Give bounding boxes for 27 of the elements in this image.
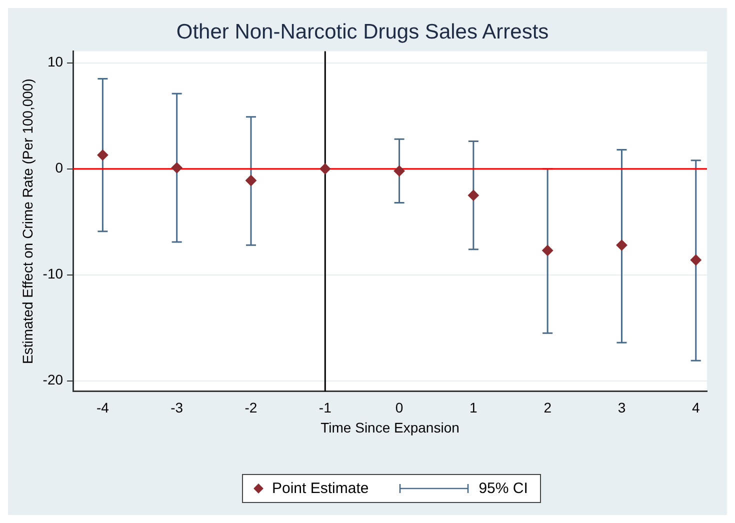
x-tick-label: 1 (470, 400, 478, 416)
y-tick-label: -20 (42, 372, 64, 388)
point (616, 240, 628, 251)
point (394, 165, 405, 176)
point (171, 162, 182, 174)
point (468, 190, 479, 201)
x-tick-label: 3 (618, 400, 626, 416)
x-tick-label: -2 (244, 400, 258, 416)
y-tick-label: 10 (47, 54, 64, 70)
point (245, 174, 256, 186)
y-tick-label: -10 (42, 266, 64, 282)
legend-label: Point Estimate (272, 480, 369, 497)
x-tick-label: 4 (692, 400, 700, 416)
point (97, 150, 108, 161)
x-tick-label: 0 (395, 400, 404, 416)
x-tick-label: 2 (544, 400, 552, 416)
point (320, 163, 331, 174)
y-tick-label: 0 (55, 160, 64, 176)
chart-title: Other Non-Narcotic Drugs Sales Arrests (176, 20, 549, 44)
x-tick-label: -3 (170, 400, 184, 416)
point (542, 244, 554, 256)
x-tick-label: -1 (318, 400, 332, 416)
y-axis-title: Estimated Effect on Crime Rate (Per 100,000) (19, 78, 36, 364)
text: 95% CI (478, 480, 528, 497)
x-axis-title: Time Since Expansion (320, 419, 460, 436)
x-tick-label: -4 (96, 400, 110, 416)
point (690, 254, 702, 266)
